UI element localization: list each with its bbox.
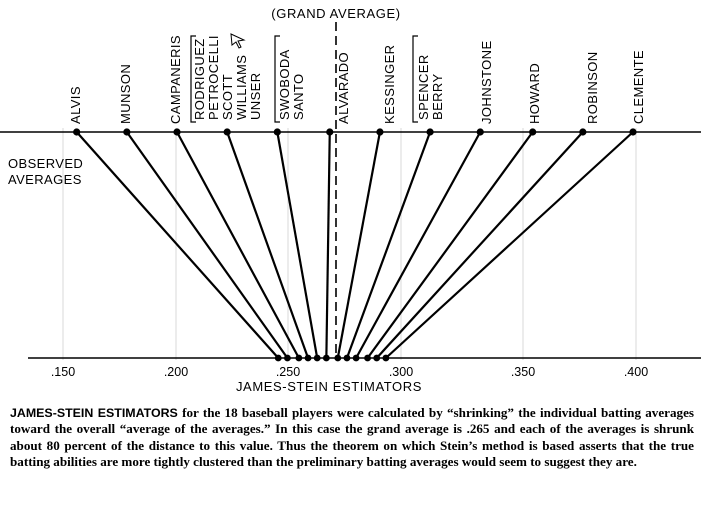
observed-point <box>426 128 434 136</box>
tie-brackets <box>190 35 418 123</box>
figure-caption: JAMES-STEIN ESTIMATORS for the 18 baseba… <box>10 405 694 471</box>
estimator-point <box>322 354 330 362</box>
estimator-point <box>274 354 282 362</box>
player-labels: ALVIS MUNSON CAMPANERIS RODRIGUEZ PETROC… <box>68 35 646 124</box>
estimator-point <box>313 354 321 362</box>
player-label: SWOBODA <box>277 49 292 120</box>
observed-point <box>73 128 81 136</box>
observed-point <box>123 128 131 136</box>
grand-average-label: (GRAND AVERAGE) <box>271 6 400 21</box>
shrinkage-line <box>325 131 331 359</box>
bracket-tie-group <box>190 35 196 123</box>
estimator-point <box>373 354 381 362</box>
shrinkage-line <box>345 131 432 359</box>
player-label: SCOTT <box>220 74 235 120</box>
caption-lead: JAMES-STEIN ESTIMATORS <box>10 406 178 420</box>
observed-label-line2: AVERAGES <box>8 172 82 187</box>
shrinkage-line <box>375 131 584 359</box>
estimator-point <box>304 354 312 362</box>
tick-label: .200 <box>164 365 188 379</box>
shrinkage-line <box>355 131 482 359</box>
observed-label-line1: OBSERVED <box>8 156 83 171</box>
estimator-point <box>284 354 291 362</box>
observed-point <box>529 128 537 136</box>
shrinkage-line <box>385 131 634 359</box>
player-label: JOHNSTONE <box>479 40 494 124</box>
player-label: PETROCELLI <box>206 35 221 120</box>
pointer-arrow-icon <box>230 33 246 49</box>
observed-point <box>376 128 384 136</box>
shrinkage-line <box>75 131 280 359</box>
tick-label: .400 <box>624 365 648 379</box>
player-label: MUNSON <box>118 64 133 124</box>
player-label: CLEMENTE <box>631 50 646 124</box>
estimator-point <box>382 354 390 362</box>
player-label: BERRY <box>430 73 445 120</box>
tick-label: .350 <box>511 365 535 379</box>
estimator-point <box>343 354 351 362</box>
observed-point <box>629 128 637 136</box>
shrinkage-line <box>176 131 300 359</box>
axis-title: JAMES-STEIN ESTIMATORS <box>236 379 422 394</box>
observed-point <box>579 128 587 136</box>
estimator-points <box>274 354 390 362</box>
bracket-tie-group <box>274 35 280 123</box>
caption-body: for the 18 baseball players were calcula… <box>10 405 694 470</box>
tick-label: .300 <box>389 365 413 379</box>
shrinkage-lines <box>75 131 634 359</box>
player-label: KESSINGER <box>382 45 397 124</box>
estimator-point <box>364 354 371 362</box>
shrinkage-line <box>276 131 319 359</box>
shrinkage-line <box>125 131 289 359</box>
player-label: RODRIGUEZ <box>192 38 207 120</box>
player-label: ALVIS <box>68 86 83 124</box>
estimator-point <box>334 354 342 362</box>
player-label: HOWARD <box>527 63 542 124</box>
observed-points <box>73 128 637 136</box>
estimator-point <box>295 354 303 362</box>
player-label: SPENCER <box>416 54 431 120</box>
bracket-tie-group <box>412 35 418 123</box>
observed-point <box>326 128 334 136</box>
observed-point <box>273 128 281 136</box>
player-label: ROBINSON <box>585 51 600 124</box>
tick-label: .150 <box>51 365 75 379</box>
grid-lines <box>62 128 637 360</box>
player-label: CAMPANERIS <box>168 35 183 124</box>
observed-point <box>223 128 231 136</box>
shrinkage-line <box>366 131 534 359</box>
tick-label: .250 <box>276 365 300 379</box>
shrinkage-diagram: (GRAND AVERAGE) OBSERVED AVERAGES ALVIS … <box>0 6 701 394</box>
player-label: ALVARADO <box>336 52 351 124</box>
player-label: SANTO <box>291 73 306 120</box>
shrinkage-line <box>226 131 310 359</box>
observed-point <box>173 128 181 136</box>
shrinkage-line <box>336 131 382 359</box>
axis-tick-labels: .150 .200 .250 .300 .350 .400 <box>51 365 648 379</box>
estimator-point <box>352 354 360 362</box>
player-label: UNSER <box>248 72 263 120</box>
observed-point <box>476 128 484 136</box>
player-label: WILLIAMS <box>234 55 249 120</box>
